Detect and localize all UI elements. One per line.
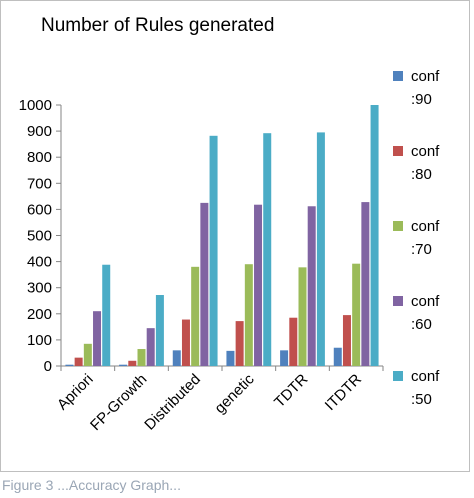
bar [307, 206, 316, 366]
chart-title: Number of Rules generated [41, 15, 274, 36]
y-tick-label: 600 [27, 201, 52, 218]
y-tick-label: 400 [27, 254, 52, 271]
bar [209, 135, 218, 366]
bar [352, 263, 361, 366]
legend-swatch [393, 296, 403, 306]
bar [128, 360, 137, 366]
legend-label: conf:50 [411, 368, 440, 408]
bar [254, 204, 263, 366]
legend-swatch [393, 146, 403, 156]
legend-label: conf:60 [411, 293, 440, 333]
legend-swatch [393, 71, 403, 81]
bar [235, 321, 244, 366]
bar [361, 202, 370, 366]
x-tick-label: genetic [211, 370, 258, 417]
bar [102, 264, 111, 366]
bar [74, 357, 83, 366]
x-tick-label: TDTR [271, 371, 311, 411]
bar [83, 343, 92, 366]
legend-swatch [393, 221, 403, 231]
bar [370, 105, 379, 366]
y-tick-label: 100 [27, 332, 52, 349]
chart-axes: 0 100 200 300 400 500 600 700 800 900 1000 [19, 97, 384, 375]
y-tick-label: 900 [27, 123, 52, 140]
x-tick-label: ITDTR [322, 371, 365, 414]
chart-bars [65, 105, 379, 366]
y-tick-label: 1000 [19, 97, 52, 114]
y-tick-label: 800 [27, 149, 52, 166]
bar [342, 315, 351, 366]
bar [119, 364, 128, 366]
y-tick-label: 200 [27, 306, 52, 323]
bar [226, 350, 235, 366]
bar [316, 132, 325, 366]
legend-label: conf:70 [411, 218, 440, 258]
bar [155, 295, 164, 366]
legend-label: conf:80 [411, 143, 440, 183]
y-tick-label: 700 [27, 175, 52, 192]
bar [191, 266, 200, 366]
legend-swatch [393, 371, 403, 381]
legend-label: conf:90 [411, 68, 440, 108]
bar [333, 347, 342, 366]
bar [93, 311, 102, 366]
y-tick-label: 500 [27, 228, 52, 245]
bar [280, 350, 289, 366]
chart-legend: conf:90 conf:80 conf:70 conf:60 conf:50 [393, 68, 440, 408]
bar [181, 319, 190, 366]
x-tick-label: Apriori [54, 371, 97, 414]
bar [298, 267, 307, 366]
bar [289, 317, 298, 366]
bar [172, 350, 181, 366]
bar-chart: Number of Rules generated 0 100 200 300 400 5… [19, 15, 441, 434]
x-tick-label: FP-Growth [87, 371, 150, 434]
bar [244, 264, 253, 366]
bar [146, 328, 155, 366]
y-tick-label: 0 [44, 358, 52, 375]
y-tick-label: 300 [27, 280, 52, 297]
figure-caption: Figure 3 ...Accuracy Graph... [2, 477, 181, 493]
bar [263, 133, 272, 366]
bar [65, 364, 74, 366]
chart-frame: Number of Rules generated 0 100 200 300 400 5… [0, 0, 470, 472]
x-tick-label: Distributed [141, 371, 204, 434]
bar [137, 349, 146, 366]
bar [200, 202, 209, 366]
